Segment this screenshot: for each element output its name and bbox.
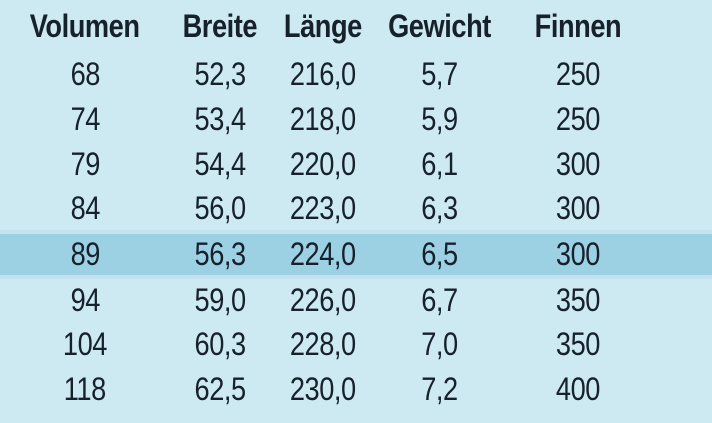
table-row: 84 56,0 223,0 6,3 300 [0,187,712,232]
table-row: 118 62,5 230,0 7,2 400 [0,367,712,412]
cell-gewicht: 7,0 [420,326,458,362]
cell-filler [654,367,712,412]
cell-volumen: 79 [70,146,100,182]
cell-finnen: 350 [555,326,601,362]
col-header-finnen: Finnen [502,0,654,52]
cell-breite: 62,5 [194,371,246,407]
cell-laenge: 216,0 [290,56,356,92]
cell-laenge: 220,0 [290,146,356,182]
cell-finnen: 400 [555,371,601,407]
cell-laenge: 230,0 [290,371,356,407]
cell-finnen: 350 [555,282,601,318]
cell-laenge: 218,0 [290,101,356,137]
table-row: 104 60,3 228,0 7,0 350 [0,322,712,367]
cell-filler [654,230,712,279]
table-row: 74 53,4 218,0 5,9 250 [0,97,712,142]
board-spec-table: Volumen Breite Länge Gewicht Finnen 68 5… [0,0,712,412]
cell-volumen: 74 [70,101,100,137]
col-header-breite: Breite [170,0,270,52]
table-row-highlighted: 89 56,3 224,0 6,5 300 [0,230,712,279]
cell-volumen: 84 [70,190,100,226]
col-header-label: Finnen [534,7,622,44]
table-row: 94 59,0 226,0 6,7 350 [0,277,712,322]
cell-gewicht: 6,7 [420,282,458,318]
cell-finnen: 300 [555,190,601,226]
col-header-label: Volumen [30,7,140,44]
cell-filler [654,97,712,142]
cell-volumen: 104 [62,326,108,362]
cell-volumen: 118 [63,371,107,407]
cell-breite: 59,0 [194,282,246,318]
cell-breite: 56,0 [194,190,246,226]
cell-filler [654,142,712,187]
col-header-laenge: Länge [270,0,376,52]
col-header-volumen: Volumen [0,0,170,52]
cell-filler [654,52,712,97]
cell-laenge: 228,0 [290,326,356,362]
header-filler [654,0,712,52]
cell-breite: 60,3 [194,326,246,362]
col-header-label: Länge [284,7,362,44]
cell-finnen: 300 [555,146,601,182]
cell-gewicht: 7,2 [420,371,458,407]
cell-volumen: 68 [70,56,100,92]
cell-finnen: 250 [555,56,601,92]
cell-laenge: 224,0 [270,230,376,279]
header-row: Volumen Breite Länge Gewicht Finnen [0,0,712,52]
cell-gewicht: 6,1 [420,146,458,182]
cell-filler [654,277,712,322]
cell-breite: 56,3 [170,230,270,279]
cell-finnen: 300 [502,230,654,279]
cell-gewicht: 6,5 [376,230,502,279]
cell-laenge: 226,0 [290,282,356,318]
cell-filler [654,187,712,232]
cell-laenge: 223,0 [290,190,356,226]
col-header-label: Gewicht [387,7,491,44]
cell-breite: 54,4 [194,146,246,182]
table-row: 79 54,4 220,0 6,1 300 [0,142,712,187]
cell-breite: 53,4 [194,101,246,137]
cell-volumen: 89 [0,230,170,279]
col-header-gewicht: Gewicht [376,0,502,52]
cell-breite: 52,3 [194,56,246,92]
cell-gewicht: 6,3 [420,190,458,226]
cell-gewicht: 5,7 [420,56,458,92]
table-row: 68 52,3 216,0 5,7 250 [0,52,712,97]
cell-finnen: 250 [555,101,601,137]
col-header-label: Breite [182,7,258,44]
cell-volumen: 94 [70,282,100,318]
cell-filler [654,322,712,367]
cell-gewicht: 5,9 [420,101,458,137]
